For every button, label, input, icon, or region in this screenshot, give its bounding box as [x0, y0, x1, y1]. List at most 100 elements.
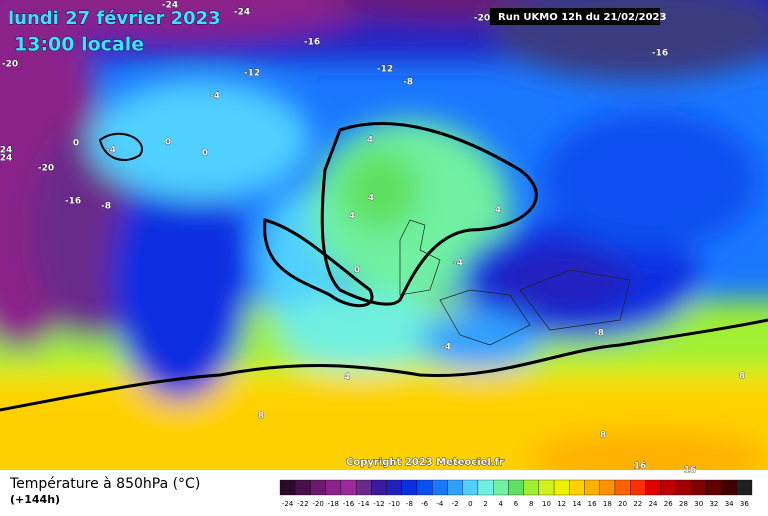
legend-label: 6 — [514, 500, 519, 508]
legend-swatch — [447, 479, 463, 496]
legend-label: 30 — [694, 500, 703, 508]
legend-swatch — [371, 479, 387, 496]
legend-swatch — [340, 479, 357, 496]
contour-label: 16 — [634, 462, 647, 472]
legend-label: 28 — [679, 500, 688, 508]
contour-label: 4 — [349, 212, 355, 222]
legend-swatch — [432, 479, 448, 496]
legend-swatch — [416, 479, 433, 496]
time: 13:00 locale — [14, 34, 144, 56]
legend-label: -22 — [297, 500, 308, 508]
legend-label: -8 — [406, 500, 413, 508]
legend-label: -16 — [343, 500, 355, 508]
legend-swatch — [355, 479, 372, 496]
contour-label: -16 — [65, 197, 81, 207]
legend-label: -2 — [452, 500, 459, 508]
legend-swatch — [508, 479, 524, 496]
legend-swatch — [477, 479, 494, 496]
contour-label: -12 — [244, 69, 260, 79]
contour-label: 16 — [684, 466, 697, 476]
legend-label: -6 — [421, 500, 429, 508]
legend-swatch — [386, 479, 402, 496]
contour-label: 8 — [258, 412, 264, 422]
contour-label: 8 — [739, 372, 745, 382]
legend-label: -4 — [436, 500, 444, 508]
contour-label: -20 — [2, 60, 18, 70]
contour-label: 4 — [344, 373, 350, 383]
legend-label: -20 — [312, 500, 323, 508]
contour-label: 0 — [202, 149, 208, 159]
legend-label: 12 — [557, 500, 566, 508]
legend-swatch — [325, 479, 342, 496]
legend-label: 10 — [542, 500, 551, 508]
contour-label: -8 — [594, 329, 604, 339]
legend-swatch — [660, 479, 677, 496]
contour-label: -20 — [474, 14, 490, 24]
legend-swatch — [675, 479, 692, 496]
legend-swatch — [523, 479, 539, 496]
contour-label: 4 — [495, 206, 501, 216]
legend-label: 20 — [618, 500, 627, 508]
legend-swatch — [569, 479, 585, 496]
legend-label: -24 — [282, 500, 294, 508]
legend-swatch — [630, 479, 646, 496]
legend-swatch — [553, 479, 570, 496]
legend-label: 36 — [740, 500, 749, 508]
legend-swatch — [584, 479, 600, 496]
legend-swatch — [645, 479, 661, 496]
contour-label: -4 — [106, 146, 116, 156]
legend-label: 26 — [664, 500, 673, 508]
run-info: Run UKMO 12h du 21/02/2023 — [498, 12, 667, 23]
contour-label: -16 — [652, 49, 668, 59]
footer-title: Température à 850hPa (°C) — [9, 476, 200, 492]
legend-swatch — [401, 479, 418, 496]
legend-swatch — [690, 479, 707, 496]
contour-label: -12 — [377, 65, 393, 75]
contour-label: -8 — [403, 78, 413, 88]
legend-swatch — [279, 479, 296, 496]
legend-swatch — [706, 479, 722, 496]
legend-label: 22 — [633, 500, 642, 508]
legend-swatch — [310, 479, 326, 496]
color-legend: -24 -22 -20 -18 -16 -14 -12 -10 -8 -6 -4 -2 0 2 4 6 8 10 1… — [279, 479, 753, 508]
footer-lead: (+144h) — [10, 493, 60, 506]
contour-label: 0 — [165, 138, 171, 148]
legend-label: -10 — [388, 500, 399, 508]
legend-label: 8 — [529, 500, 533, 508]
run-box — [490, 8, 660, 25]
contour-label: -24 — [234, 8, 250, 18]
contour-label: -4 — [453, 259, 463, 269]
legend-swatch — [614, 479, 631, 496]
contour-label: -16 — [304, 38, 320, 48]
contour-label: -4 — [441, 343, 451, 353]
copyright: Copyright 2023 Meteociel.fr — [346, 457, 504, 468]
legend-label: -12 — [373, 500, 384, 508]
date: lundi 27 février 2023 — [8, 8, 221, 29]
contour-label: -4 — [210, 92, 220, 102]
contour-label: -8 — [101, 202, 111, 212]
contour-label: 24 — [0, 154, 12, 164]
legend-label: 18 — [603, 500, 612, 508]
contour-label: 0 — [73, 139, 79, 149]
legend-swatch — [462, 479, 479, 496]
contour-label: -24 — [162, 1, 178, 11]
legend-label: -18 — [328, 500, 339, 508]
legend-label: 32 — [709, 500, 718, 508]
legend-label: 4 — [499, 500, 504, 508]
legend-swatch — [493, 479, 509, 496]
contour-label: 0 — [354, 266, 360, 276]
legend-swatch — [736, 479, 753, 496]
legend-label: 34 — [725, 500, 734, 508]
legend-swatch — [721, 479, 737, 496]
contour-label: 24 — [0, 146, 12, 156]
legend-label: 16 — [588, 500, 597, 508]
legend-label: -14 — [358, 500, 370, 508]
contour-label: 8 — [600, 431, 606, 441]
legend-swatch — [599, 479, 616, 496]
legend-label: 24 — [649, 500, 658, 508]
contour-label: 4 — [367, 136, 373, 146]
legend-label: 0 — [468, 500, 472, 508]
